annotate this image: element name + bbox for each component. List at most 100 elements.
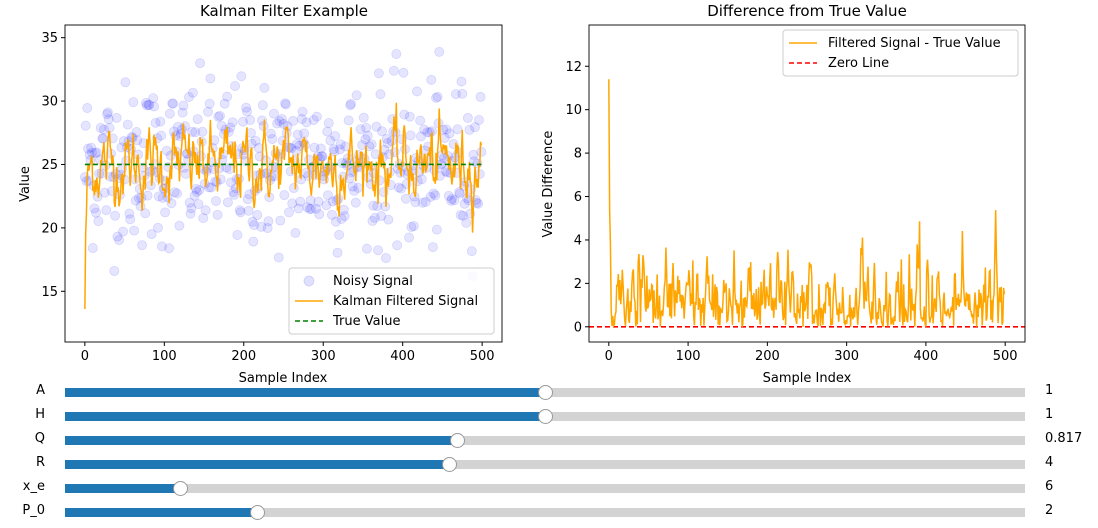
slider-value: 2 (1045, 503, 1054, 518)
noisy-signal-point (432, 91, 443, 102)
noisy-signal-point (206, 182, 217, 193)
noisy-signal-point (349, 185, 360, 196)
noisy-signal-point (144, 100, 155, 111)
noisy-signal-point (288, 183, 299, 194)
noisy-signal-point (293, 203, 304, 214)
noisy-signal-point (315, 143, 326, 154)
noisy-signal-point (198, 213, 209, 224)
noisy-signal-point (376, 211, 387, 222)
noisy-signal-point (420, 196, 431, 207)
slider-fill (65, 484, 181, 493)
noisy-signal-point (468, 149, 479, 160)
noisy-signal-point (351, 90, 362, 101)
noisy-signal-point (262, 223, 273, 234)
noisy-signal-point (195, 58, 206, 69)
noisy-signal-point (398, 67, 409, 78)
slider-track[interactable] (65, 481, 1025, 496)
noisy-signal-point (430, 190, 441, 201)
noisy-signal-point (306, 203, 317, 214)
noisy-signal-point (304, 204, 315, 215)
slider-handle[interactable] (442, 457, 457, 472)
noisy-signal-point (276, 114, 287, 125)
slider-handle[interactable] (538, 385, 553, 400)
noisy-signal-point (404, 111, 415, 122)
noisy-signal-point (353, 182, 364, 193)
noisy-signal-point (461, 217, 472, 228)
right-ytick-label: 8 (574, 147, 582, 162)
noisy-signal-point (292, 138, 303, 149)
noisy-signal-point (350, 197, 361, 208)
slider-value: 4 (1045, 455, 1054, 470)
noisy-signal-point (142, 190, 153, 201)
noisy-signal-point (405, 130, 416, 141)
noisy-signal-point (455, 210, 466, 221)
slider-handle[interactable] (173, 481, 189, 496)
noisy-signal-point (473, 198, 484, 209)
left-ytick-label: 35 (41, 31, 58, 46)
slider-row-q: Q 0.817 (0, 428, 1098, 452)
noisy-signal-point (124, 208, 135, 219)
noisy-signal-point (288, 115, 299, 126)
legend-label-difference: Filtered Signal - True Value (828, 36, 1001, 51)
noisy-signal-point (296, 113, 307, 124)
noisy-signal-point (191, 186, 202, 197)
noisy-signal-point (462, 112, 473, 123)
noisy-signal-point (446, 195, 457, 206)
left-xtick-label: 100 (152, 349, 177, 364)
noisy-signal-point (224, 164, 235, 175)
noisy-signal-point (237, 116, 248, 127)
noisy-signal-point (263, 216, 274, 227)
noisy-signal-point (228, 187, 239, 198)
noisy-signal-point (434, 46, 445, 57)
noisy-signal-point (469, 122, 480, 133)
noisy-signal-point (456, 76, 467, 87)
slider-handle[interactable] (538, 409, 553, 424)
slider-track[interactable] (65, 385, 1025, 400)
noisy-signal-point (131, 127, 142, 138)
noisy-signal-point (150, 117, 161, 128)
noisy-signal-point (137, 240, 148, 251)
noisy-signal-point (295, 196, 306, 207)
slider-handle[interactable] (250, 505, 265, 520)
noisy-signal-point (344, 173, 355, 184)
noisy-signal-point (375, 89, 386, 100)
noisy-signal-point (89, 203, 100, 214)
noisy-signal-point (95, 122, 106, 133)
noisy-signal-point (156, 241, 167, 252)
noisy-signal-point (459, 198, 470, 209)
left-xtick-label: 400 (390, 349, 415, 364)
noisy-signal-point (184, 197, 195, 208)
right-ytick-label: 4 (574, 233, 582, 248)
slider-track[interactable] (65, 433, 1025, 448)
noisy-signal-point (210, 195, 221, 206)
noisy-signal-point (322, 126, 333, 137)
noisy-signal-point (474, 169, 485, 180)
legend-label-noisy-signal: Noisy Signal (333, 274, 413, 289)
noisy-signal-point (334, 229, 345, 240)
slider-handle[interactable] (449, 433, 465, 448)
slider-track[interactable] (65, 457, 1025, 472)
noisy-signal-point (469, 156, 480, 167)
noisy-signal-point (247, 216, 258, 227)
noisy-signal-point (86, 142, 97, 153)
noisy-signal-point (297, 106, 308, 117)
noisy-signal-point (410, 197, 421, 208)
left-ytick-label: 20 (41, 221, 58, 236)
noisy-signal-point (140, 208, 151, 219)
slider-track[interactable] (65, 409, 1025, 424)
noisy-signal-point (427, 242, 438, 253)
noisy-signal-point (203, 106, 214, 117)
noisy-signal-point (279, 190, 290, 201)
noisy-signal-point (322, 190, 333, 201)
left-chart: Kalman Filter Example 0 100 200 300 400 500 1… (18, 2, 503, 386)
noisy-signal-point (473, 114, 484, 125)
slider-track[interactable] (65, 505, 1025, 520)
noisy-signal-point (241, 106, 252, 117)
right-ytick-label: 12 (565, 60, 582, 75)
noisy-signal-point (143, 99, 154, 110)
noisy-signal-point (396, 183, 407, 194)
noisy-signal-point (214, 110, 225, 121)
noisy-signal-point (90, 207, 101, 218)
slider-value: 1 (1045, 407, 1054, 422)
